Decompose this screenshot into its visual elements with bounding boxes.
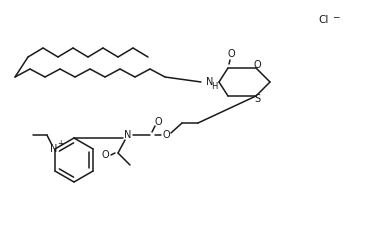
Text: N: N — [124, 130, 132, 140]
Text: O: O — [154, 117, 162, 127]
Text: H: H — [211, 82, 217, 90]
Text: N: N — [50, 144, 58, 154]
Text: O: O — [162, 130, 170, 140]
Text: N: N — [206, 77, 214, 87]
Text: O: O — [253, 60, 261, 70]
Text: Cl: Cl — [318, 15, 328, 25]
Text: −: − — [332, 12, 340, 21]
Text: O: O — [227, 49, 235, 59]
Text: O: O — [101, 150, 109, 160]
Text: +: + — [57, 140, 63, 149]
Text: S: S — [254, 94, 260, 104]
